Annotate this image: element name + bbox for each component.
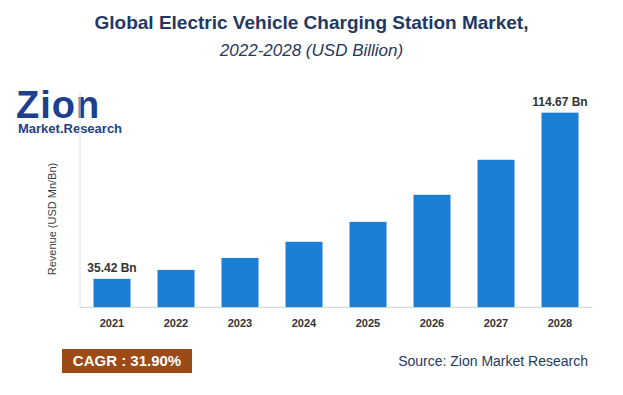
background	[0, 0, 623, 395]
bar	[222, 258, 259, 307]
cagr-box	[62, 349, 192, 373]
y-axis-line	[80, 91, 81, 307]
logo-text: Zion	[16, 84, 100, 126]
bar	[286, 242, 323, 307]
x-tick-label: 2028	[548, 317, 572, 329]
chart-container: Global Electric Vehicle Charging Station…	[0, 0, 623, 395]
bar	[542, 113, 579, 307]
bar	[158, 270, 195, 307]
subtitle: 2022-2028 (USD Billion)	[219, 41, 403, 60]
source: Source: Zion Market Research	[398, 353, 588, 369]
bar	[94, 279, 131, 307]
x-tick-label: 2024	[292, 317, 317, 329]
data-label: 114.67 Bn	[532, 95, 587, 109]
bar	[414, 195, 451, 307]
x-tick-label: 2021	[100, 317, 124, 329]
bars	[94, 113, 579, 307]
bar	[350, 222, 387, 307]
data-label: 35.42 Bn	[87, 261, 136, 275]
bar	[478, 160, 515, 307]
x-tick-label: 2022	[164, 317, 188, 329]
y-axis-label: Revenue (USD Mn/Bn)	[46, 163, 58, 276]
chart-svg: Global Electric Vehicle Charging Station…	[0, 0, 623, 395]
x-tick-label: 2026	[420, 317, 444, 329]
x-tick-label: 2025	[356, 317, 380, 329]
x-tick-label: 2023	[228, 317, 252, 329]
title: Global Electric Vehicle Charging Station…	[95, 12, 529, 33]
x-axis-line	[80, 307, 592, 308]
logo-subtext: Market.Research	[18, 121, 122, 136]
x-tick-label: 2027	[484, 317, 508, 329]
cagr-text: CAGR : 31.90%	[73, 352, 181, 369]
